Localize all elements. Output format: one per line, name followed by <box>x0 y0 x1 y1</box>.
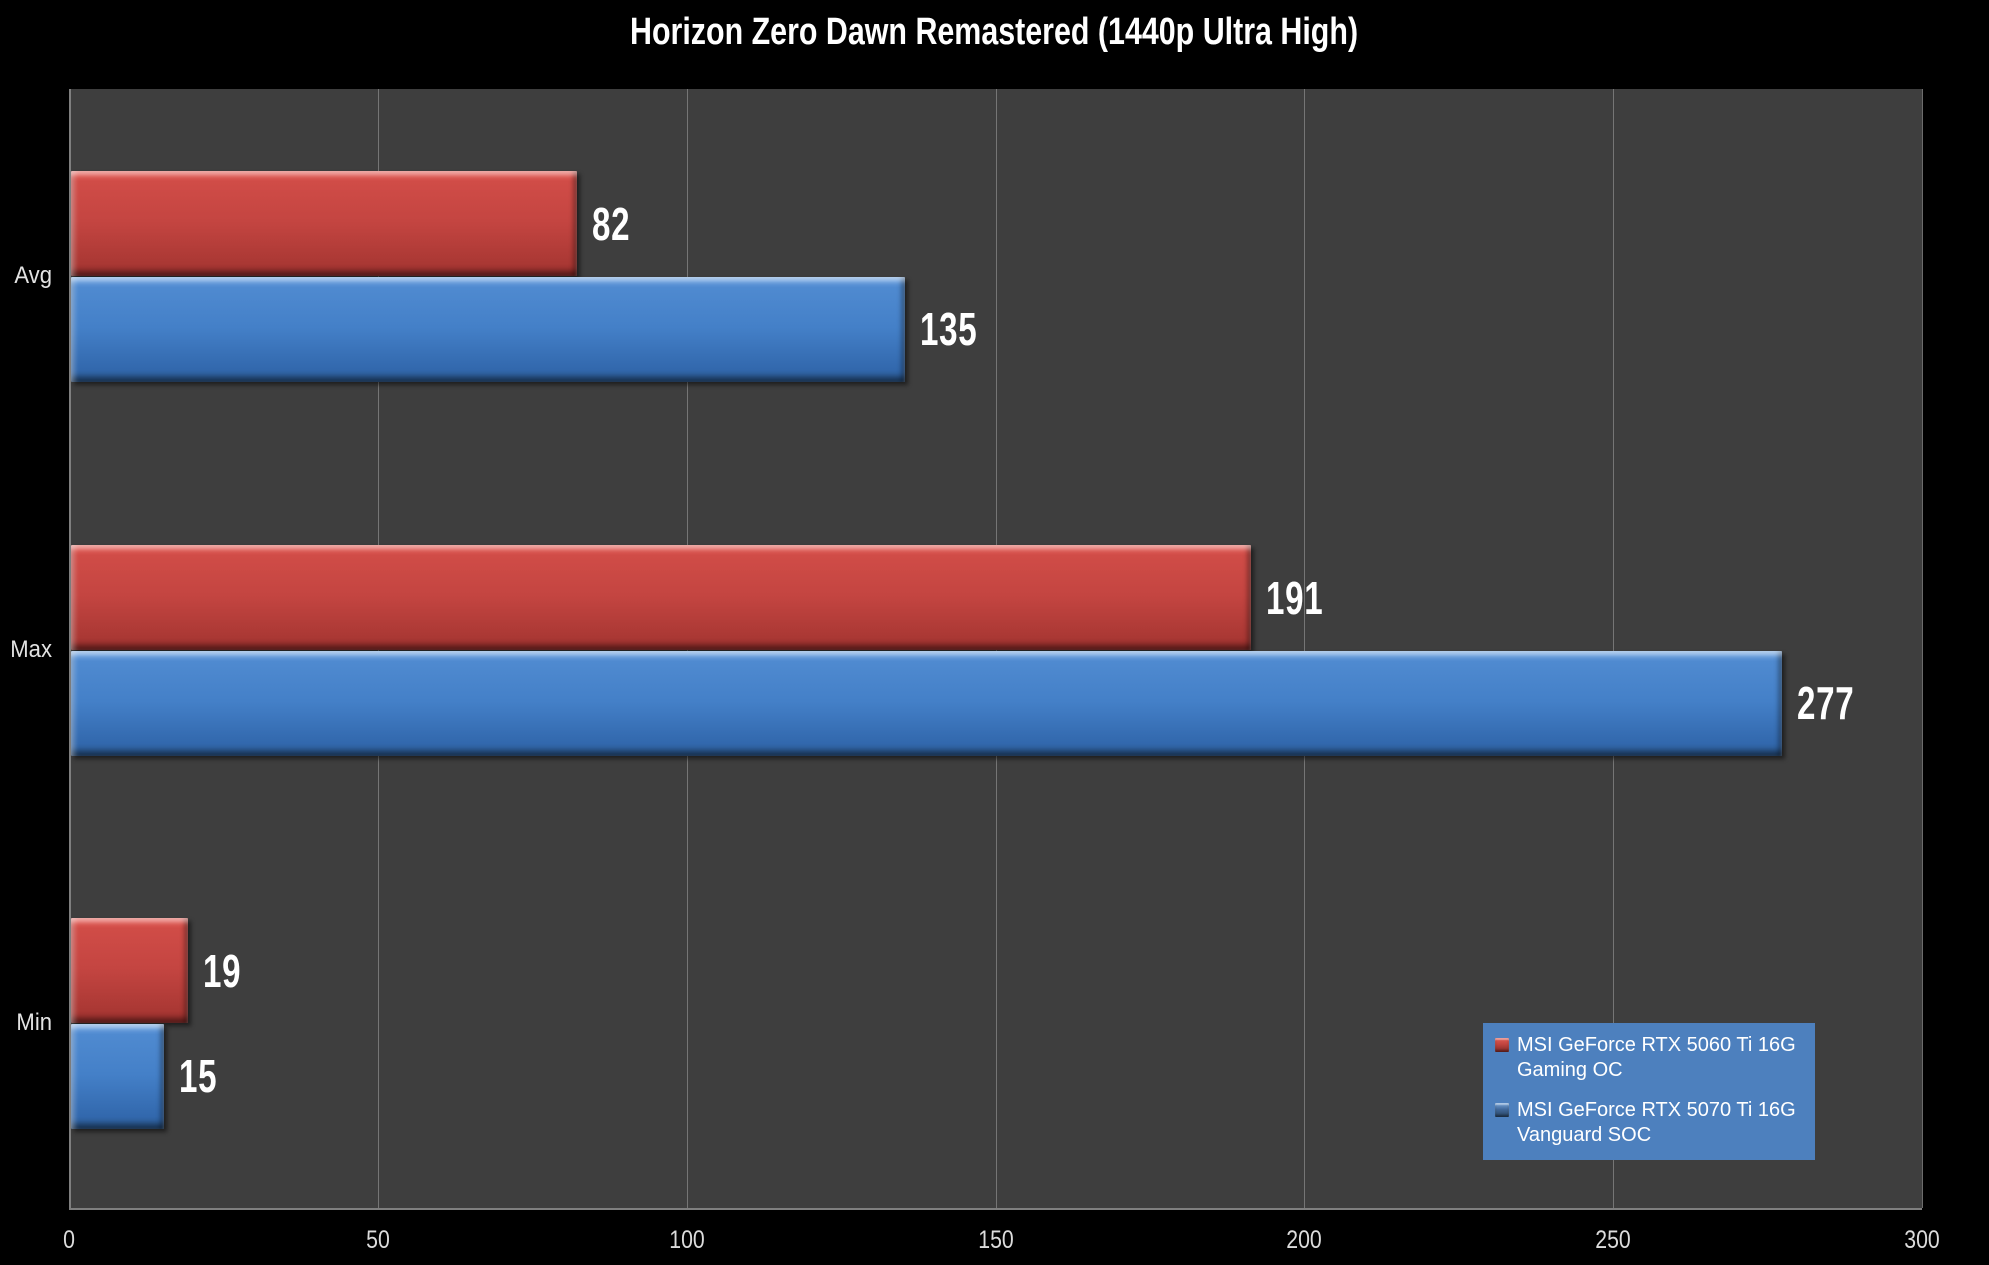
legend-entry-rtx-5070-ti: MSI GeForce RTX 5070 Ti 16G Vanguard SOC <box>1495 1098 1803 1148</box>
y-axis-label-max: Max <box>10 636 52 663</box>
x-axis-tick-250: 250 <box>1595 1226 1631 1254</box>
bar-max-rtx-5070-ti <box>71 651 1782 756</box>
x-axis-tick-100: 100 <box>669 1226 705 1254</box>
x-axis-tick-150: 150 <box>978 1226 1014 1254</box>
legend-marker-red-icon <box>1495 1038 1509 1052</box>
x-axis-tick-50: 50 <box>366 1226 390 1254</box>
value-label-avg-rtx-5070-ti: 135 <box>920 302 978 355</box>
chart-title-text: Horizon Zero Dawn Remastered (1440p Ultr… <box>630 11 1359 53</box>
value-label-max-rtx-5060-ti: 191 <box>1266 571 1324 624</box>
y-axis-label-avg: Avg <box>14 262 52 289</box>
value-label-max-rtx-5070-ti: 277 <box>1797 676 1855 729</box>
value-label-avg-rtx-5060-ti: 82 <box>592 197 631 250</box>
legend-label: MSI GeForce RTX 5060 Ti 16G Gaming OC <box>1517 1034 1796 1081</box>
bar-min-rtx-5070-ti <box>71 1024 164 1129</box>
legend-label: MSI GeForce RTX 5070 Ti 16G Vanguard SOC <box>1517 1099 1796 1146</box>
x-axis-tick-200: 200 <box>1286 1226 1322 1254</box>
bar-max-rtx-5060-ti <box>71 545 1251 650</box>
x-axis-tick-0: 0 <box>63 1226 75 1254</box>
chart-title: Horizon Zero Dawn Remastered (1440p Ultr… <box>0 10 1989 54</box>
legend-marker-blue-icon <box>1495 1103 1509 1117</box>
gridline-250 <box>1613 89 1614 1208</box>
plot-area: 82 135 191 277 19 15 <box>69 89 1923 1210</box>
bar-avg-rtx-5070-ti <box>71 277 905 382</box>
legend: MSI GeForce RTX 5060 Ti 16G Gaming OC MS… <box>1483 1023 1815 1160</box>
bar-min-rtx-5060-ti <box>71 918 188 1023</box>
legend-entry-rtx-5060-ti: MSI GeForce RTX 5060 Ti 16G Gaming OC <box>1495 1033 1803 1083</box>
x-axis-tick-300: 300 <box>1904 1226 1940 1254</box>
y-axis-label-min: Min <box>16 1009 52 1036</box>
bar-avg-rtx-5060-ti <box>71 171 577 276</box>
value-label-min-rtx-5060-ti: 19 <box>203 944 242 997</box>
gridline-300 <box>1922 89 1923 1208</box>
value-label-min-rtx-5070-ti: 15 <box>179 1049 218 1102</box>
gridline-200 <box>1304 89 1305 1208</box>
